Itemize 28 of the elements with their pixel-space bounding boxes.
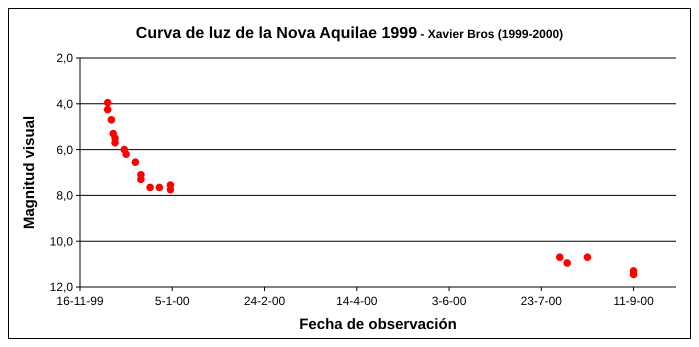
chart-subtitle: - Xavier Bros (1999-2000) [417, 27, 564, 41]
y-axis-title: Magnitud visual [21, 116, 38, 230]
point [137, 176, 145, 184]
y-tick-label: 2,0 [56, 51, 74, 66]
point [563, 259, 571, 267]
x-tick-label: 11-9-00 [613, 294, 654, 308]
point [104, 98, 112, 106]
x-tick-label: 5-1-00 [154, 294, 190, 308]
point [132, 158, 140, 166]
point [108, 116, 116, 124]
y-tick-label: 10,0 [50, 234, 74, 248]
x-tick-label: 3-6-00 [432, 294, 467, 308]
x-tick-label: 24-2-00 [244, 294, 286, 308]
x-tick-label: 23-7-00 [520, 294, 562, 308]
chart-title: Curva de luz de la Nova Aquilae 1999 [136, 25, 418, 42]
point [104, 106, 112, 114]
point [156, 184, 164, 192]
x-tick-label: 16-11-99 [56, 294, 104, 308]
y-tick-label: 4,0 [56, 97, 74, 111]
point [556, 253, 564, 262]
x-axis-title: Fecha de observación [299, 316, 457, 333]
y-tick-label: 8,0 [56, 188, 74, 203]
y-tick-label: 6,0 [56, 142, 74, 157]
y-tick-label: 12,0 [50, 280, 74, 294]
point [146, 184, 154, 192]
point [584, 253, 592, 262]
x-tick-label: 14-4-00 [336, 294, 378, 308]
point [122, 150, 130, 158]
